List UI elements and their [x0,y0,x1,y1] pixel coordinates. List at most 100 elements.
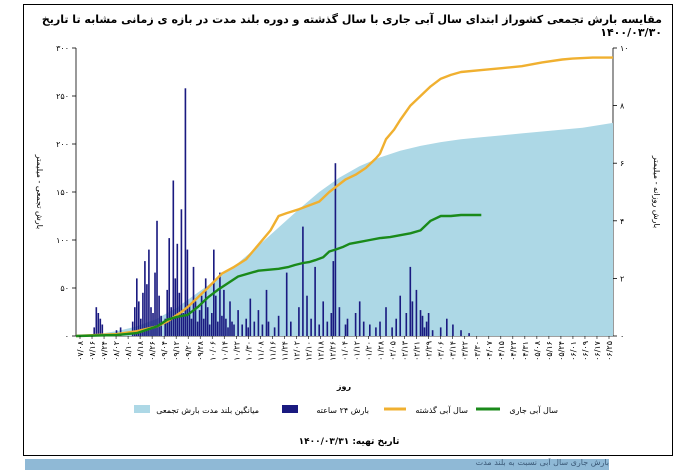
daily-rain-bar [468,333,470,336]
daily-rain-bar [310,318,312,336]
daily-rain-bar [452,324,454,336]
daily-rain-bar [188,304,191,336]
x-tick-label: ۰۲/۲۹ [425,341,434,361]
daily-rain-bar [200,295,203,336]
x-tick-label: ۰۷/۰۸ [76,340,85,361]
x-tick-label: ۰۴/۳۱ [521,341,530,361]
daily-rain-bar [142,292,144,336]
daily-rain-bar [241,324,244,336]
daily-rain-bar [208,324,211,336]
daily-rain-bar [421,315,424,336]
x-tick-label: ۰۲/۱۳ [401,340,410,361]
daily-rain-bar [314,266,316,336]
daily-rain-bar [237,310,239,336]
chart-frame: مقایسه بارش تجمعی کشوراز ابتدای سال آبی … [23,4,673,456]
daily-rain-bar [344,324,347,336]
daily-rain-bar [261,324,264,336]
daily-rain-bar [168,238,171,336]
right-tick-label: ۶ [620,159,624,168]
chart-title: مقایسه بارش تجمعی کشوراز ابتدای سال آبی … [41,13,662,39]
daily-rain-bar [419,310,422,336]
chart-legend: میانگین بلند مدت بارش تجمعی بارش ۲۴ ساعت… [134,405,558,415]
daily-rain-bar [131,321,134,336]
daily-rain-bar [318,324,321,336]
x-tick-label: ۱۲/۰۲ [292,341,301,361]
daily-rain-bar [423,327,426,336]
daily-rain-bar [322,301,325,336]
daily-rain-bar [369,324,371,336]
daily-rain-bar [202,318,205,336]
daily-rain-bar [379,321,381,336]
daily-rain-bar [247,327,250,336]
daily-rain-bar [158,295,160,336]
daily-rain-bar [358,301,361,336]
x-tick-label: ۰۸/۲۶ [148,341,157,361]
daily-rain-bar [144,261,146,336]
x-axis-ticks: ۰۷/۰۸ ۰۷/۱۶ ۰۷/۲۴ ۰۸/۰۲ ۰۸/۱۰ ۰۸/۱۸ ۰۸/۲۶ ۰۹/۰۴… [76,336,614,361]
daily-rain-bar [290,321,292,336]
daily-rain-bar [160,315,162,336]
daily-rain-bar [97,313,100,336]
daily-rain-bar [249,298,252,336]
daily-rain-bar [446,318,448,336]
right-tick-label: ۰ [620,332,624,341]
legend-label-current: سال آبی جاری [509,405,558,415]
x-tick-label: ۰۳/۳۰ [473,341,482,361]
left-tick-label: ۲۵۰ [56,92,69,101]
daily-rain-bar [273,327,276,336]
daily-rain-bar [439,327,442,336]
x-tick-label: ۰۱/۲۰ [365,341,374,361]
daily-rain-bar [95,307,98,336]
daily-rain-bar [326,321,329,336]
left-tick-label: ۵۰ [60,284,69,293]
daily-rain-bar [172,180,175,336]
daily-rain-bar [298,307,300,336]
daily-rain-bar [217,321,219,336]
daily-rain-bar [166,289,169,336]
x-tick-label: ۰۳/۱۴ [449,341,458,361]
daily-rain-bar [257,310,260,336]
x-tick-label: ۰۶/۲۵ [605,341,614,361]
right-axis-label: بارش روزانه - میلیمتر [652,155,661,228]
daily-rain-bar [148,249,150,336]
daily-rain-bar [204,278,207,336]
x-tick-label: ۰۸/۰۲ [112,341,121,361]
bottom-strip: بارش جاری سال آبی نسبت به بلند مدت [25,458,609,470]
daily-rain-bar [140,318,142,336]
legend-label-longterm: میانگین بلند مدت بارش تجمعی [156,405,259,415]
daily-rain-bar [101,324,104,336]
daily-rain-bar [425,321,428,336]
x-tick-label: ۰۱/۲۸ [377,340,386,361]
x-tick-label: ۰۶/۰۱ [569,341,578,361]
x-tick-label: ۰۴/۲۳ [509,340,518,361]
left-axis-label: بارش تجمعی - میلیمتر [35,154,44,230]
daily-rain-bar [306,295,308,336]
x-tick-label: ۱۲/۱۸ [316,340,325,361]
x-tick-label: ۰۵/۲۴ [557,341,566,361]
daily-rain-bar [99,318,102,336]
daily-rain-bar [231,321,233,336]
chart-svg: ۰ ۵۰ ۱۰۰ ۱۵۰ ۲۰۰ ۲۵۰ ۳۰۰ ۰ ۲ ۴ ۶ ۸ ۱۰ ۰۷/۰۸ ۰۷/۱۶ ۰۷/… [35,44,661,415]
x-tick-label: ۰۴/۰۷ [485,340,494,361]
x-tick-label: ۱۲/۱۰ [304,341,313,361]
daily-rain-bar [186,249,189,336]
daily-rain-bar [233,324,235,336]
daily-rain-bar [215,295,217,336]
left-tick-label: ۳۰۰ [56,44,69,53]
x-tick-label: ۰۸/۱۸ [136,340,145,361]
area-layer [76,122,613,337]
daily-rain-bar [411,301,414,336]
x-tick-label: ۰۶/۱۷ [593,340,602,361]
daily-rain-bar [253,321,256,336]
daily-rain-bar [385,307,387,336]
series-area-longterm [76,122,613,337]
series-line-current-year [75,213,482,338]
daily-rain-bar [150,307,152,336]
right-tick-label: ۸ [620,102,625,111]
daily-rain-bar [399,295,402,336]
daily-rain-bar [154,272,156,336]
daily-rain-bar [285,272,288,336]
x-tick-label: ۰۷/۲۴ [100,341,109,361]
daily-rain-bar [302,226,304,336]
date-prepared: تاریخ تهیه: ۱۴۰۰/۰۳/۳۱ [298,437,400,447]
